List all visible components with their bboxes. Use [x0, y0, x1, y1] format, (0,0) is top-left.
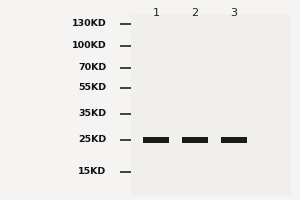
Bar — [143, 137, 169, 143]
Text: 130KD: 130KD — [72, 20, 106, 28]
Bar — [130, 14, 291, 196]
Text: 100KD: 100KD — [72, 42, 106, 50]
Text: 1: 1 — [152, 8, 160, 18]
Text: 25KD: 25KD — [78, 136, 106, 144]
Text: 35KD: 35KD — [78, 110, 106, 118]
Text: 55KD: 55KD — [78, 83, 106, 92]
Bar — [221, 137, 247, 143]
Text: 15KD: 15KD — [78, 168, 106, 176]
Text: 70KD: 70KD — [78, 64, 106, 72]
Text: 3: 3 — [230, 8, 238, 18]
Bar — [182, 137, 208, 143]
Text: 2: 2 — [191, 8, 199, 18]
